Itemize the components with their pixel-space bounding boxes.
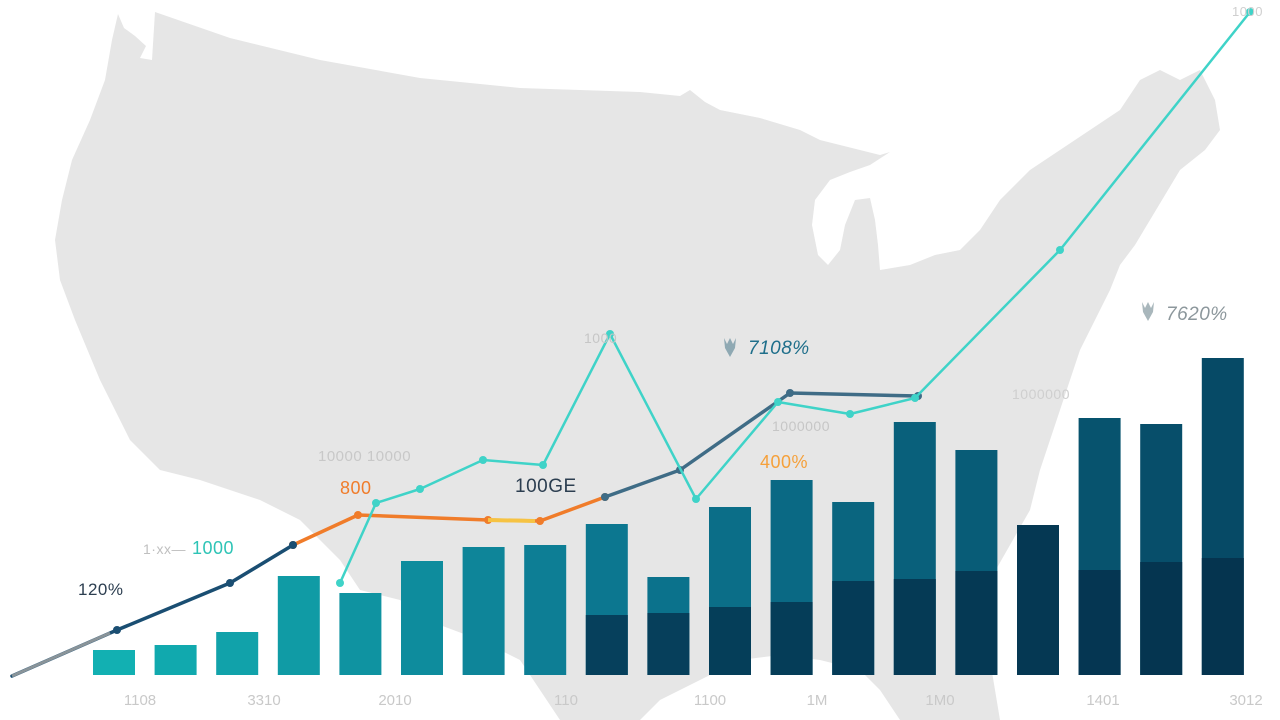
- bar: [339, 593, 382, 675]
- data-point-marker: [606, 330, 614, 338]
- annotation-400-percent: 400%: [760, 452, 809, 472]
- data-point-marker: [113, 626, 121, 634]
- line-tail: [11, 631, 111, 678]
- data-point-marker: [226, 579, 234, 587]
- bar-dark-segment: [1140, 562, 1183, 675]
- annotation-faint-right: 1000000: [1012, 386, 1071, 402]
- data-point-marker: [336, 579, 344, 587]
- annotation-1000-prefix: 1·xx—: [143, 541, 186, 557]
- orange-line-highlight: [487, 518, 536, 523]
- line-series: [10, 8, 1254, 678]
- data-point-marker: [372, 499, 380, 507]
- x-tick-label: 1401: [1086, 692, 1120, 709]
- bar-dark-segment: [893, 579, 936, 675]
- bar: [524, 545, 567, 675]
- x-tick-label: 110: [554, 692, 578, 709]
- x-tick-label: 3310: [247, 692, 281, 709]
- teal-series-line: [338, 10, 1252, 585]
- data-point-marker: [911, 394, 919, 402]
- bar-dark-segment: [955, 571, 998, 675]
- annotation-100ge: 100GE: [515, 476, 577, 497]
- annotation-120-percent: 120%: [78, 580, 124, 599]
- annotation-1000: 1000: [192, 538, 235, 558]
- x-tick-label: 3012: [1229, 692, 1263, 709]
- bar: [216, 632, 259, 675]
- x-tick-label: 1108: [123, 692, 157, 709]
- data-point-marker: [692, 495, 700, 503]
- data-point-marker: [289, 541, 297, 549]
- location-pin-icon: [724, 338, 736, 357]
- data-point-marker: [354, 511, 362, 519]
- x-tick-label: 1M: [806, 692, 828, 709]
- bar: [154, 645, 197, 675]
- annotation-faint-mid: 1000000: [772, 418, 831, 434]
- data-point-marker: [601, 493, 609, 501]
- data-point-marker: [479, 456, 487, 464]
- data-point-marker: [786, 389, 794, 397]
- data-point-marker: [1246, 8, 1254, 16]
- data-point-marker: [539, 461, 547, 469]
- annotation-faint-peak: 1000: [584, 330, 618, 346]
- orange-series-line: [291, 495, 607, 547]
- gray-navy-series-line: [603, 391, 920, 499]
- bar-dark-segment: [832, 581, 875, 675]
- bar-dark-segment: [585, 615, 628, 675]
- annotation-7108-percent: 7108%: [748, 338, 810, 359]
- annotation-faint-top-right: 1000: [1232, 4, 1263, 19]
- data-point-marker: [416, 485, 424, 493]
- bar: [401, 561, 443, 675]
- bar-dark-segment: [709, 607, 751, 675]
- data-point-marker: [774, 398, 782, 406]
- data-point-marker: [846, 410, 854, 418]
- annotation-7620-percent: 7620%: [1166, 304, 1228, 325]
- x-tick-label: 1M0: [925, 692, 955, 709]
- bar: [462, 547, 505, 675]
- bar-series: [93, 358, 1244, 675]
- bar: [93, 650, 135, 675]
- x-tick-label: 2010: [378, 692, 412, 709]
- location-pin-icon: [1142, 302, 1154, 321]
- data-point-marker: [536, 517, 544, 525]
- bar-dark-segment: [1078, 570, 1121, 675]
- bar-dark-segment: [647, 613, 690, 675]
- annotation-faint-top-left: 10000 10000: [318, 448, 412, 465]
- bar-dark-segment: [1201, 558, 1244, 675]
- bar-dark-segment: [1017, 525, 1059, 675]
- bar: [277, 576, 320, 675]
- bar-dark-segment: [770, 602, 813, 675]
- annotation-800: 800: [340, 478, 372, 498]
- data-point-marker: [1056, 246, 1064, 254]
- x-tick-label: 1100: [693, 692, 727, 709]
